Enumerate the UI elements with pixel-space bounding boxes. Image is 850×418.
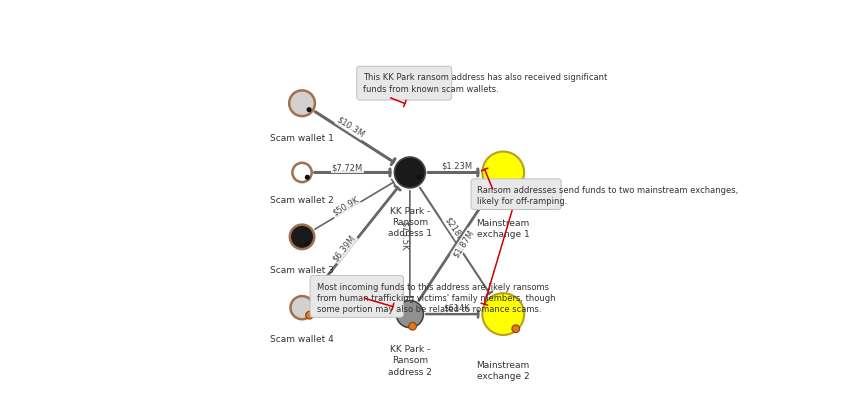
- Text: $7.72M: $7.72M: [332, 163, 363, 172]
- Text: $73.5K: $73.5K: [400, 222, 409, 251]
- Text: $10.3M: $10.3M: [335, 115, 366, 140]
- Circle shape: [512, 325, 519, 333]
- Circle shape: [291, 296, 314, 319]
- FancyBboxPatch shape: [310, 275, 404, 317]
- FancyBboxPatch shape: [357, 66, 451, 100]
- Text: Most incoming funds to this address are likely ransoms
from human trafficking vi: Most incoming funds to this address are …: [316, 283, 555, 314]
- Text: Ransom addresses send funds to two mainstream exchanges,
likely for off-ramping.: Ransom addresses send funds to two mains…: [478, 186, 739, 206]
- Text: $218K: $218K: [443, 215, 465, 242]
- Text: Mainstream
exchange 1: Mainstream exchange 1: [477, 219, 530, 239]
- Circle shape: [289, 90, 315, 116]
- Text: $1.23M: $1.23M: [441, 161, 472, 171]
- Text: Scam wallet 1: Scam wallet 1: [270, 134, 334, 143]
- FancyBboxPatch shape: [471, 179, 561, 209]
- Circle shape: [394, 157, 425, 188]
- Text: KK Park -
Ransom
address 2: KK Park - Ransom address 2: [388, 345, 432, 377]
- Text: Scam wallet 4: Scam wallet 4: [270, 335, 334, 344]
- Text: $50.9K: $50.9K: [331, 195, 360, 218]
- Text: Mainstream
exchange 2: Mainstream exchange 2: [477, 361, 530, 381]
- Text: $3.26K: $3.26K: [378, 298, 408, 308]
- Text: $1.87M: $1.87M: [450, 228, 476, 259]
- Text: This KK Park ransom address has also received significant
funds from known scam : This KK Park ransom address has also rec…: [363, 73, 608, 94]
- Circle shape: [292, 163, 312, 182]
- Text: $6.39M: $6.39M: [331, 233, 358, 263]
- Circle shape: [482, 152, 524, 194]
- Text: Scam wallet 3: Scam wallet 3: [270, 266, 334, 275]
- Circle shape: [290, 224, 314, 249]
- Text: $614K: $614K: [443, 304, 470, 313]
- Circle shape: [306, 311, 314, 319]
- Text: Scam wallet 2: Scam wallet 2: [270, 196, 334, 205]
- Circle shape: [482, 293, 524, 335]
- Circle shape: [416, 175, 422, 180]
- Circle shape: [304, 241, 309, 246]
- Circle shape: [409, 322, 416, 330]
- Text: KK Park -
Ransom
address 1: KK Park - Ransom address 1: [388, 207, 432, 238]
- Circle shape: [396, 301, 423, 328]
- Circle shape: [307, 107, 312, 112]
- Circle shape: [512, 183, 519, 191]
- Circle shape: [305, 175, 310, 180]
